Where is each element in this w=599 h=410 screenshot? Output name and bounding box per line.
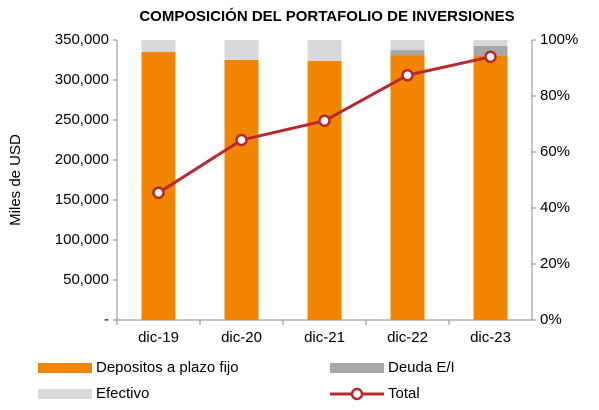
x-tick-label: dic-22	[387, 329, 428, 346]
line-marker	[152, 186, 165, 200]
bar	[473, 40, 508, 46]
legend-swatch	[38, 389, 92, 399]
x-tick-label: dic-19	[138, 329, 179, 346]
y2-tick-label: 60%	[540, 143, 570, 160]
y-tick-label: 350,000	[55, 31, 109, 48]
x-tick-label: dic-21	[304, 329, 345, 346]
line-marker	[235, 133, 248, 147]
legend-swatch	[38, 363, 92, 373]
legend-label: Total	[388, 385, 420, 402]
bar	[224, 40, 259, 60]
legend-marker	[350, 387, 364, 401]
x-tick-label: dic-23	[470, 329, 511, 346]
line-marker	[318, 114, 331, 128]
y-tick-label: 150,000	[55, 191, 109, 208]
bar	[390, 55, 425, 321]
line-marker	[401, 68, 414, 82]
y-tick-label: 250,000	[55, 111, 109, 128]
y-tick-label: 50,000	[63, 271, 109, 288]
y-axis-label: Miles de USD	[7, 134, 24, 226]
legend-label: Depositos a plazo fijo	[96, 359, 239, 376]
y2-tick-label: 100%	[540, 31, 578, 48]
y-tick-label: 200,000	[55, 151, 109, 168]
y-tick-label: -	[104, 311, 109, 328]
bar	[307, 61, 342, 320]
y2-tick-label: 20%	[540, 255, 570, 272]
chart-title: COMPOSICIÓN DEL PORTAFOLIO DE INVERSIONE…	[139, 7, 514, 25]
bar	[224, 59, 259, 320]
bar	[141, 40, 176, 53]
line-marker	[484, 50, 497, 64]
y-tick-label: 100,000	[55, 231, 109, 248]
y-tick-label: 300,000	[55, 71, 109, 88]
y2-tick-label: 80%	[540, 87, 570, 104]
bar	[307, 40, 342, 61]
legend-swatch	[330, 363, 384, 373]
y2-tick-label: 0%	[540, 311, 562, 328]
bar	[390, 40, 425, 51]
bar	[473, 55, 508, 321]
legend-label: Deuda E/I	[388, 359, 455, 376]
y2-tick-label: 40%	[540, 199, 570, 216]
legend-label: Efectivo	[96, 385, 149, 402]
x-tick-label: dic-20	[221, 329, 262, 346]
bar	[390, 50, 425, 56]
